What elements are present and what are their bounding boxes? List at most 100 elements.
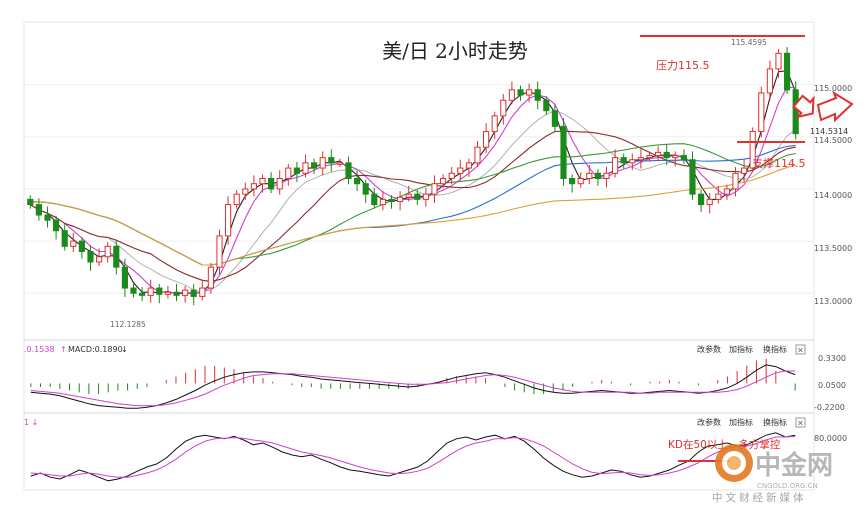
candle-body — [612, 157, 619, 174]
candle-body — [302, 162, 309, 174]
y-tick-label: 114.5000 — [814, 136, 852, 145]
candle-body — [422, 193, 429, 200]
y-tick-label: 113.5000 — [814, 244, 852, 253]
close-panel-button[interactable] — [795, 417, 806, 428]
candle-body — [715, 193, 722, 200]
resistance-annotation: 压力115.5 — [656, 59, 710, 72]
y-tick-label: 113.0000 — [814, 297, 852, 306]
candle-body — [173, 291, 180, 296]
candle-body — [156, 287, 163, 295]
candle-body — [723, 188, 730, 195]
candle-body — [637, 157, 644, 161]
candle-body — [250, 183, 257, 190]
candle-body — [534, 89, 541, 101]
candle-body — [792, 89, 799, 135]
change-params-button[interactable]: 改参数 — [697, 417, 721, 427]
add-indicator-button[interactable]: 加指标 — [729, 417, 753, 427]
candle-body — [465, 162, 472, 169]
candle-body — [44, 214, 51, 221]
add-indicator-button[interactable]: 加指标 — [729, 344, 753, 354]
switch-indicator-button[interactable]: 换指标 — [763, 344, 787, 354]
candle-body — [345, 162, 352, 180]
candle-body — [70, 240, 77, 247]
candle-body — [190, 289, 197, 297]
brand-name: 中金网 — [755, 450, 833, 481]
candle-body — [543, 99, 550, 112]
candle-body — [414, 193, 421, 200]
candle-body — [732, 172, 739, 190]
candle-body — [35, 204, 42, 216]
candle-body — [775, 52, 782, 70]
moving-average-line — [30, 110, 796, 293]
brand-tagline: 中文财经新媒体 — [712, 491, 807, 504]
kd-header-glyph: 1 ↓ — [24, 418, 38, 427]
chart-title: 美/日 2小时走势 — [382, 39, 528, 63]
candle-body — [474, 146, 481, 164]
up-arrow-glyph: ↑ — [60, 345, 67, 354]
kd-y-tick: 80.0000 — [814, 434, 847, 443]
candle-body — [440, 178, 447, 185]
macd-y-tick: 0.3300 — [818, 354, 846, 363]
candle-body — [491, 115, 498, 133]
y-tick-label: 115.0000 — [814, 84, 852, 93]
candle-body — [680, 155, 687, 161]
candle-body — [508, 89, 515, 101]
candle-body — [706, 198, 713, 206]
candle-body — [78, 240, 85, 253]
down-arrow-icon — [792, 94, 815, 119]
moving-average-line — [30, 164, 796, 266]
candle-body — [655, 151, 662, 157]
candle-body — [766, 68, 773, 94]
candle-body — [354, 178, 361, 185]
candle-body — [405, 193, 412, 198]
switch-indicator-button[interactable]: 换指标 — [763, 417, 787, 427]
candle-body — [448, 172, 455, 180]
candle-body — [388, 198, 395, 202]
candle-body — [603, 172, 610, 180]
candle-body — [104, 245, 111, 258]
high-price-label: 115.4595 — [731, 38, 767, 47]
candle-body — [328, 157, 335, 164]
candle-body — [61, 230, 68, 247]
close-icon: × — [797, 419, 804, 428]
candle-body — [620, 157, 627, 164]
kd-panel — [30, 432, 796, 482]
candle-body — [87, 251, 94, 263]
candle-body — [121, 266, 128, 289]
candle-body — [233, 193, 240, 206]
candle-body — [397, 196, 404, 202]
candle-body — [749, 131, 756, 169]
up-arrow-icon — [816, 90, 854, 123]
candle-body — [526, 89, 533, 96]
candle-body — [207, 266, 214, 289]
candle-body — [225, 204, 232, 237]
candle-body — [285, 167, 292, 179]
candle-body — [130, 287, 137, 294]
candle-body — [147, 287, 154, 296]
candle-body — [336, 162, 343, 165]
candle-body — [517, 89, 524, 96]
change-params-button[interactable]: 改参数 — [697, 344, 721, 354]
candle-body — [216, 235, 223, 268]
candle-body — [362, 183, 369, 195]
candle-body — [629, 159, 636, 164]
close-icon: × — [797, 346, 804, 355]
candle-body — [431, 183, 438, 195]
low-price-label: 112.1285 — [110, 320, 146, 329]
close-panel-button[interactable] — [795, 344, 806, 355]
candle-body — [113, 245, 120, 268]
candle-body — [483, 131, 490, 148]
candle-body — [586, 172, 593, 180]
candlesticks — [27, 47, 799, 306]
candle-body — [689, 159, 696, 195]
candle-body — [199, 287, 206, 297]
macd-dea-line — [30, 370, 796, 407]
kd-d-line — [30, 435, 796, 478]
candle-body — [594, 172, 601, 180]
macd-dif-label: .0.1538 — [24, 345, 55, 354]
candle-body — [371, 193, 378, 206]
candle-body — [569, 178, 576, 185]
candle-body — [319, 157, 326, 169]
candle-body — [457, 167, 464, 174]
